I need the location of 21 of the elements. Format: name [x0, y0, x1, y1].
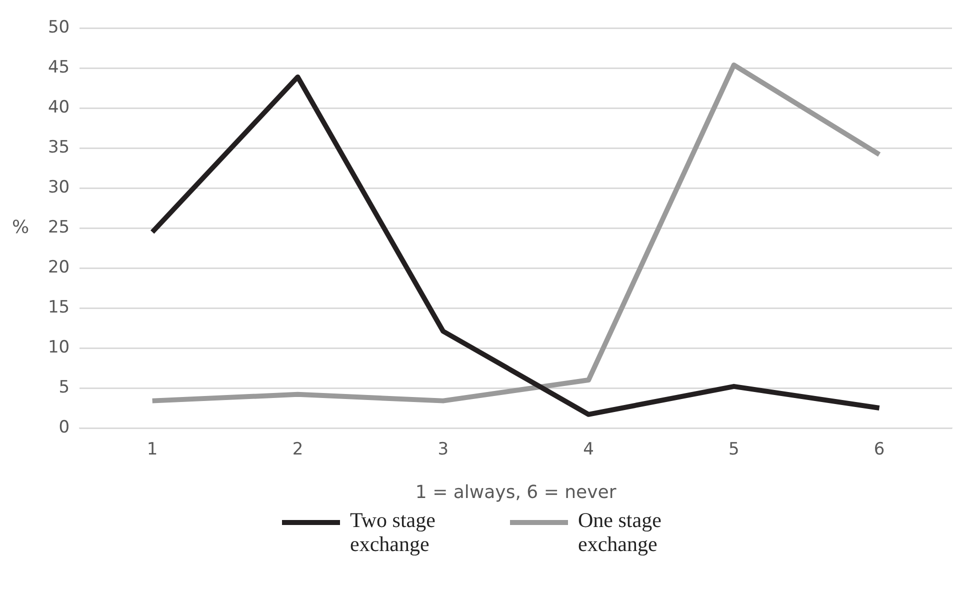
legend-label: One stage exchange	[578, 508, 662, 556]
x-tick-label: 1	[146, 440, 158, 460]
x-tick-label: 3	[438, 440, 449, 460]
y-tick-label: 30	[48, 178, 70, 198]
y-tick-label: 45	[48, 58, 70, 78]
x-tick-label: 6	[874, 440, 885, 460]
y-tick-label: 5	[58, 377, 70, 398]
y-tick-label: 0	[58, 417, 70, 438]
y-tick-label: 40	[48, 98, 70, 118]
y-tick-label: 50	[48, 18, 70, 38]
x-tick-label: 2	[292, 440, 304, 460]
x-tick-label: 5	[728, 440, 740, 460]
legend-label: Two stage exchange	[350, 508, 436, 556]
y-tick-label: 10	[48, 337, 70, 358]
y-tick-label: 15	[48, 297, 70, 318]
x-tick-label: 4	[583, 440, 594, 460]
y-tick-label: 35	[48, 138, 70, 158]
y-tick-label: 25	[48, 218, 70, 238]
y-tick-label: 20	[48, 258, 70, 278]
y-axis-title: %	[12, 216, 30, 238]
x-axis-title: 1 = always, 6 = never	[415, 482, 617, 503]
